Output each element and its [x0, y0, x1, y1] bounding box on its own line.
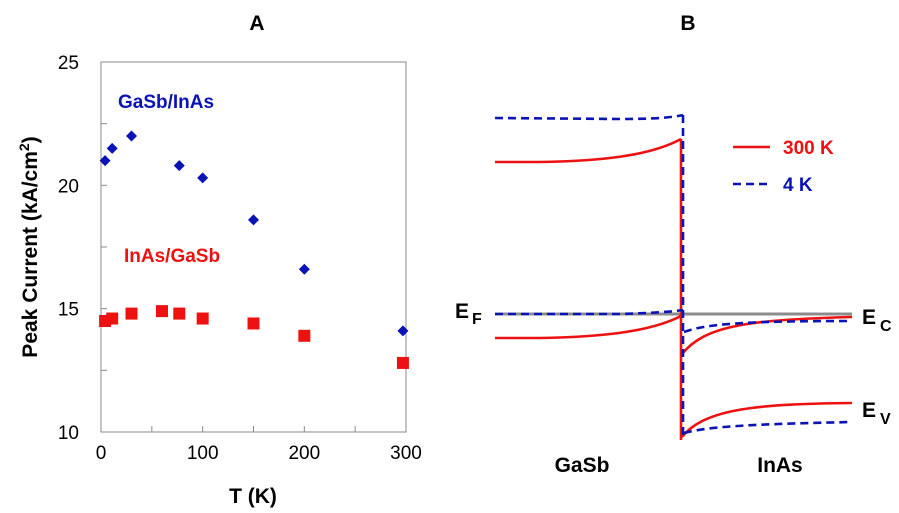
- series-label-inas-gasb: InAs/GaSb: [124, 246, 220, 267]
- panel-a-ticks: 0 100 200 300 10 15 20 25: [58, 53, 422, 464]
- y-tick-label: 10: [58, 423, 79, 444]
- gasb-valence-300k: [495, 314, 682, 340]
- legend: 300 K 4 K: [733, 138, 834, 196]
- inas-conduction-4k: [683, 319, 853, 334]
- y-tick-label: 15: [58, 300, 79, 321]
- data-point-square: [156, 305, 168, 318]
- inas-conduction-300k: [680, 315, 853, 355]
- data-point-diamond: [197, 172, 209, 184]
- data-point-diamond: [173, 160, 185, 172]
- x-tick-label: 100: [187, 443, 219, 464]
- legend-label-300k: 300 K: [783, 138, 834, 159]
- panel-a-title: A: [249, 12, 264, 35]
- data-point-diamond: [106, 142, 118, 154]
- gasb-conduction-4k: [494, 113, 684, 121]
- data-point-square: [396, 356, 409, 369]
- x-tick-label: 200: [288, 443, 320, 464]
- panel-a: A 0 100 200 300 10 15 20 25 GaSb/InAs InAs/GaSb…: [16, 12, 422, 508]
- data-point-square: [173, 307, 186, 320]
- y-tick-label: 25: [58, 53, 79, 74]
- panel-a-points: [99, 130, 409, 369]
- x-tick-label: 300: [390, 443, 422, 464]
- data-point-square: [125, 307, 138, 320]
- series-label-gasb-inas: GaSb/InAs: [118, 92, 214, 113]
- gasb-valence-4k: [495, 308, 684, 316]
- data-point-diamond: [298, 263, 310, 275]
- data-point-square: [196, 312, 209, 325]
- data-point-diamond: [397, 325, 409, 337]
- region-label-gasb: GaSb: [555, 454, 610, 477]
- y-axis-title: Peak Current (kA/cm2): [16, 136, 42, 357]
- x-axis-title: T (K): [229, 485, 277, 508]
- data-point-diamond: [126, 130, 137, 142]
- band-curves-300k: [495, 137, 853, 440]
- data-point-diamond: [99, 155, 111, 167]
- data-point-diamond: [248, 214, 259, 226]
- legend-label-4k: 4 K: [783, 175, 813, 196]
- panel-b-title: B: [680, 12, 695, 35]
- x-tick-label: 0: [96, 443, 107, 464]
- gasb-conduction-300k: [495, 137, 682, 164]
- inas-valence-4k: [683, 420, 853, 435]
- inas-valence-300k: [680, 401, 853, 438]
- y-tick-label: 20: [58, 176, 79, 197]
- data-point-square: [106, 312, 119, 325]
- region-label-inas: InAs: [757, 454, 803, 477]
- data-point-square: [247, 317, 260, 330]
- data-point-square: [298, 329, 311, 342]
- band-curves-4k: [494, 113, 853, 438]
